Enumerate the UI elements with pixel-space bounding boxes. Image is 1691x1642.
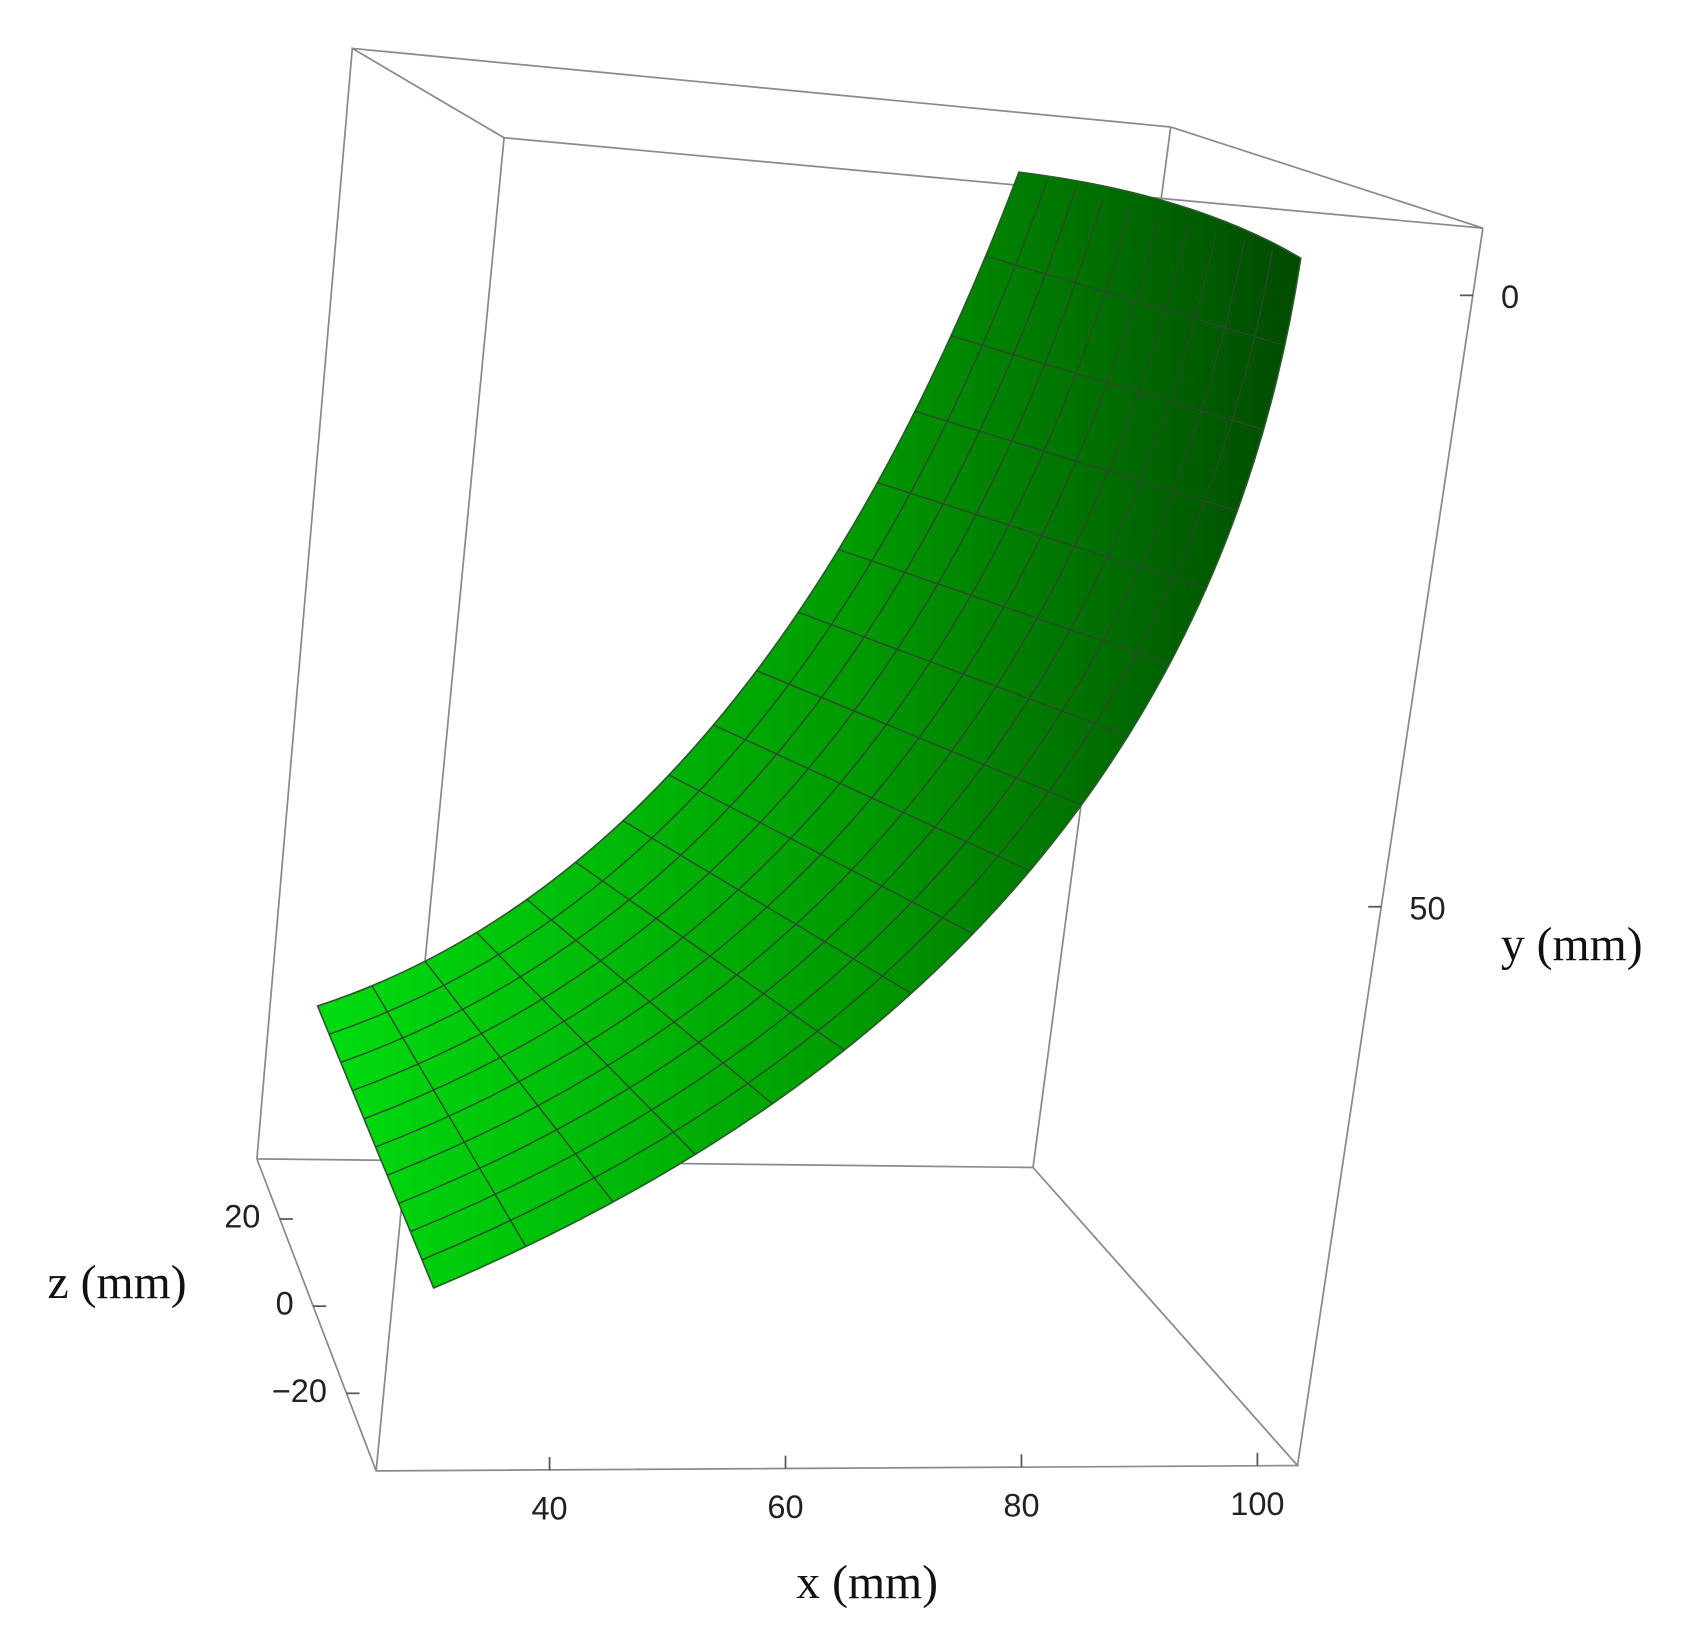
z-tick-label: 0: [276, 1286, 294, 1322]
surface-mesh: [410, 240, 1246, 1233]
box-edges: [255, 46, 1484, 1472]
surface-mesh: [421, 249, 1274, 1261]
surface-mesh: [328, 180, 1048, 1035]
z-axis-label: z (mm): [48, 1257, 187, 1309]
x-tick-label: 100: [1230, 1486, 1284, 1522]
surface-mesh: [375, 215, 1161, 1148]
z-tick-label: −20: [272, 1373, 327, 1409]
box-edge: [375, 137, 505, 1471]
surface-body: [316, 171, 1302, 1290]
z-tick-label: 20: [224, 1199, 260, 1235]
surface-mesh: [352, 197, 1105, 1092]
x-tick-label: 40: [531, 1490, 567, 1526]
surface-mesh: [386, 223, 1189, 1176]
surface-mesh: [363, 206, 1133, 1120]
box-edge: [1296, 227, 1484, 1466]
y-tick-label: 50: [1409, 891, 1445, 927]
surface-mesh: [340, 189, 1076, 1064]
y-axis-label: y (mm): [1501, 919, 1643, 971]
x-tick-label: 60: [767, 1489, 803, 1525]
surface-mesh: [398, 232, 1217, 1205]
surface: [316, 171, 1302, 1290]
x-axis-label: x (mm): [796, 1557, 938, 1609]
y-tick-label: 0: [1501, 279, 1519, 315]
x-tick-label: 80: [1003, 1488, 1039, 1524]
